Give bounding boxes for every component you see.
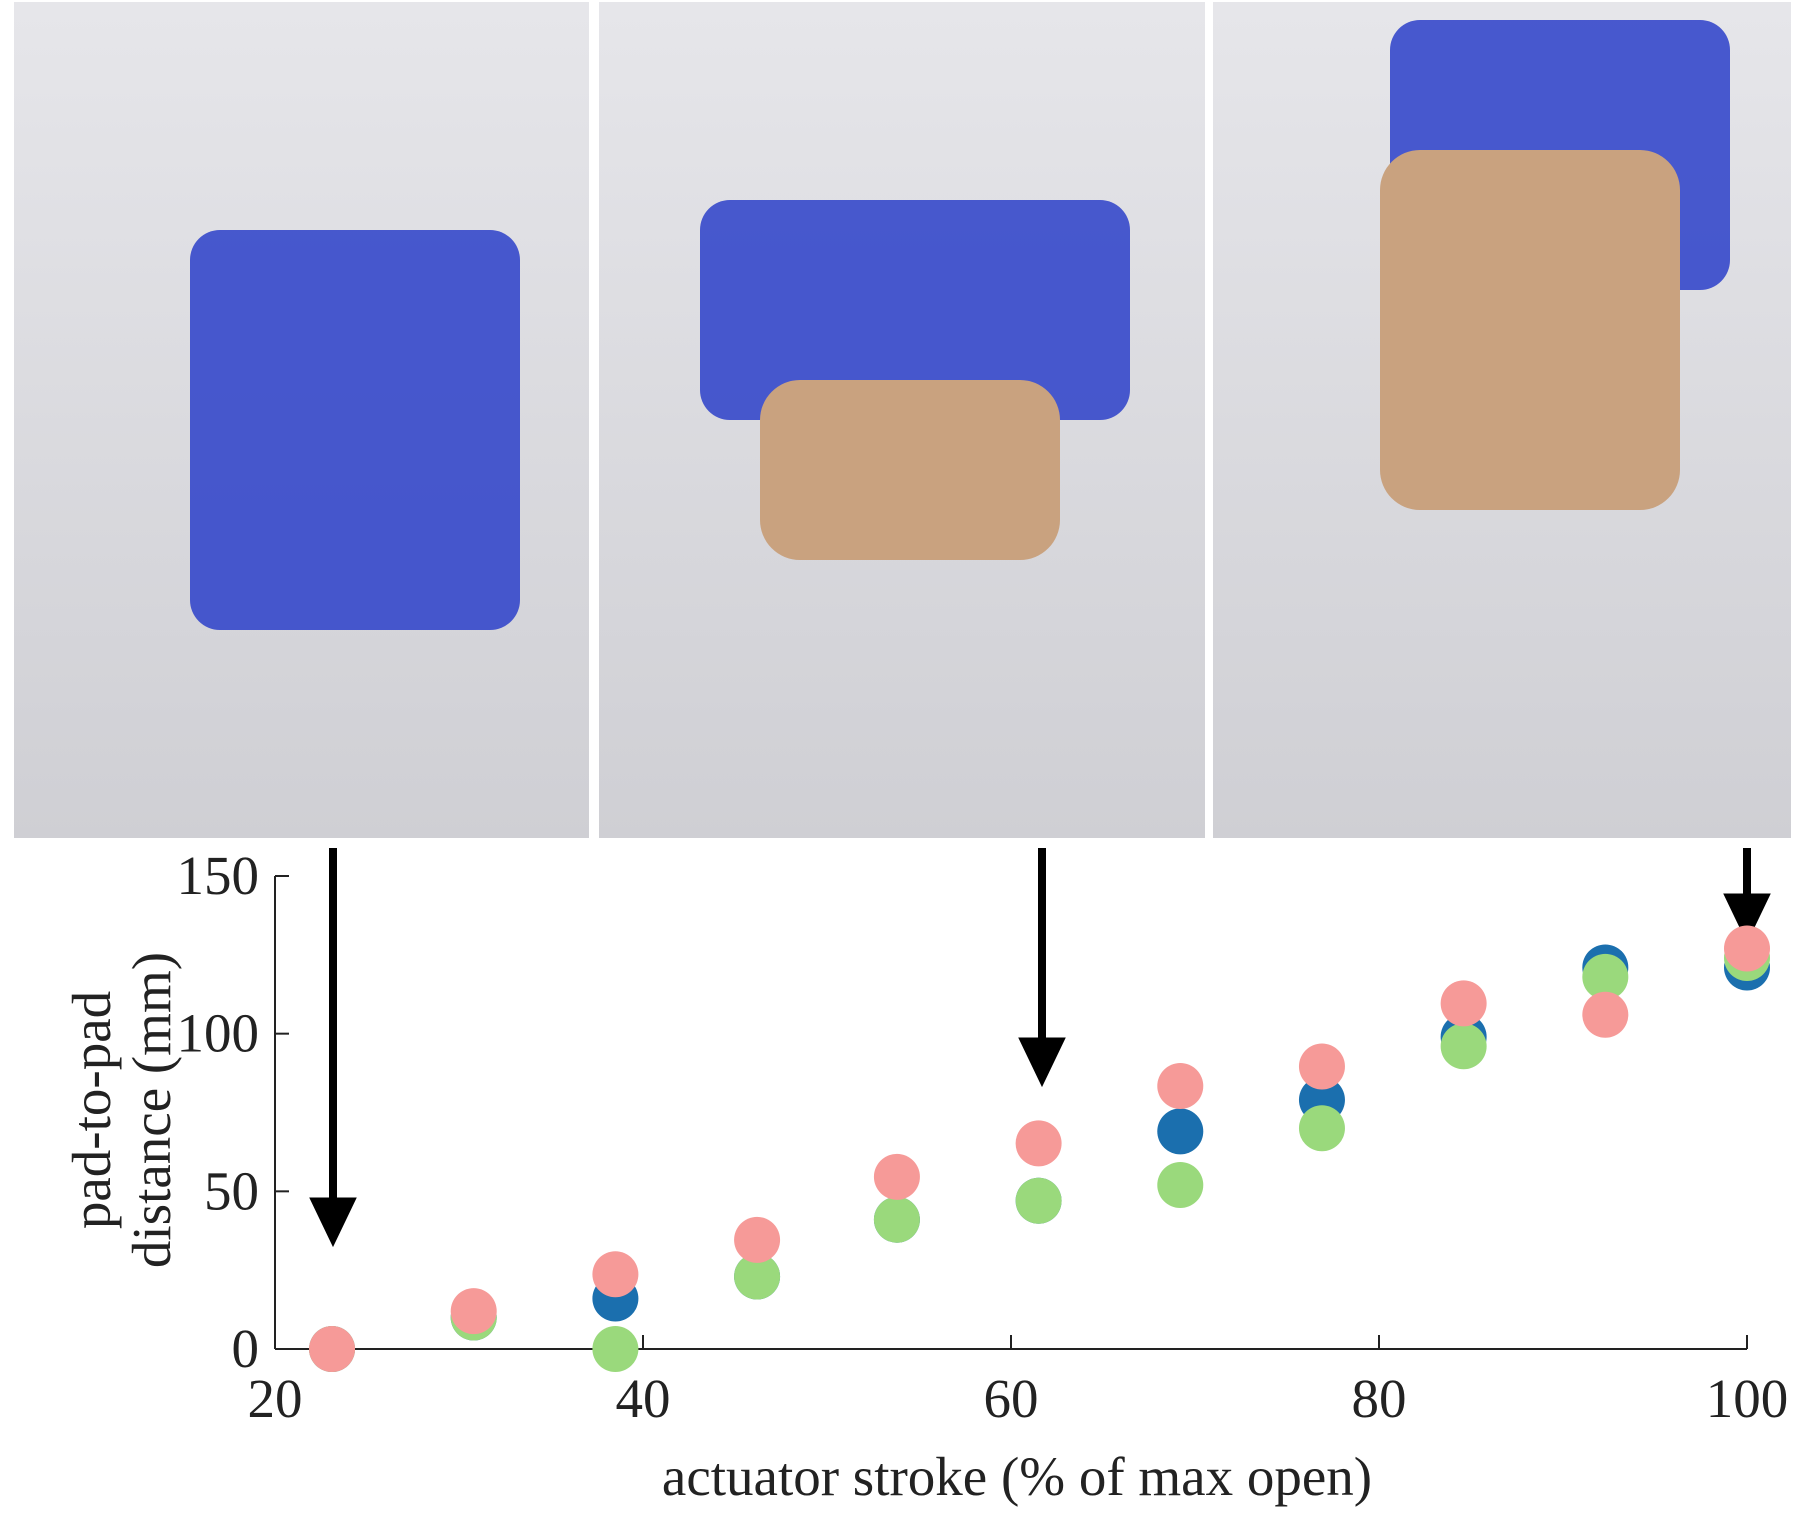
photo-panels (14, 2, 1791, 838)
arrows (309, 848, 1771, 1248)
data-point (1015, 1120, 1062, 1167)
data-point (1157, 1108, 1204, 1155)
data-point (1298, 1043, 1345, 1090)
data-point (1582, 953, 1629, 1000)
data-point (309, 1326, 356, 1372)
y-axis-label: distance (mm) (121, 952, 182, 1268)
glove (190, 230, 520, 630)
data-point (734, 1216, 781, 1263)
y-tick-label: 150 (177, 845, 260, 906)
data-point (1440, 1023, 1487, 1070)
arrowhead (1723, 893, 1771, 944)
data-point (873, 1196, 920, 1243)
x-tick-label: 20 (248, 1368, 303, 1429)
arrowhead (1018, 1037, 1066, 1088)
data-point (1298, 1105, 1345, 1152)
glove (700, 200, 1130, 420)
y-tick-label: 100 (177, 1003, 260, 1064)
data-point (592, 1326, 639, 1372)
y-tick-label: 50 (204, 1160, 259, 1221)
x-tick-label: 100 (1706, 1368, 1789, 1429)
data-point (1015, 1177, 1062, 1224)
data-point (1157, 1063, 1204, 1110)
data-point (1582, 991, 1629, 1038)
data-point (1724, 925, 1770, 972)
x-axis-label: actuator stroke (% of max open) (662, 1446, 1372, 1507)
data-point (1440, 980, 1487, 1027)
x-tick-label: 40 (616, 1368, 671, 1429)
data-point (1157, 1162, 1204, 1209)
data-point (592, 1251, 639, 1298)
data-point (450, 1288, 497, 1335)
hand (760, 380, 1060, 560)
y-axis-label: pad-to-pad (61, 991, 122, 1229)
hand (1380, 150, 1680, 510)
data-point (734, 1253, 781, 1300)
data-point (873, 1153, 920, 1200)
x-tick-label: 60 (984, 1368, 1039, 1429)
x-tick-label: 80 (1352, 1368, 1407, 1429)
y-tick-label: 0 (232, 1318, 260, 1379)
arrowhead (309, 1197, 357, 1248)
